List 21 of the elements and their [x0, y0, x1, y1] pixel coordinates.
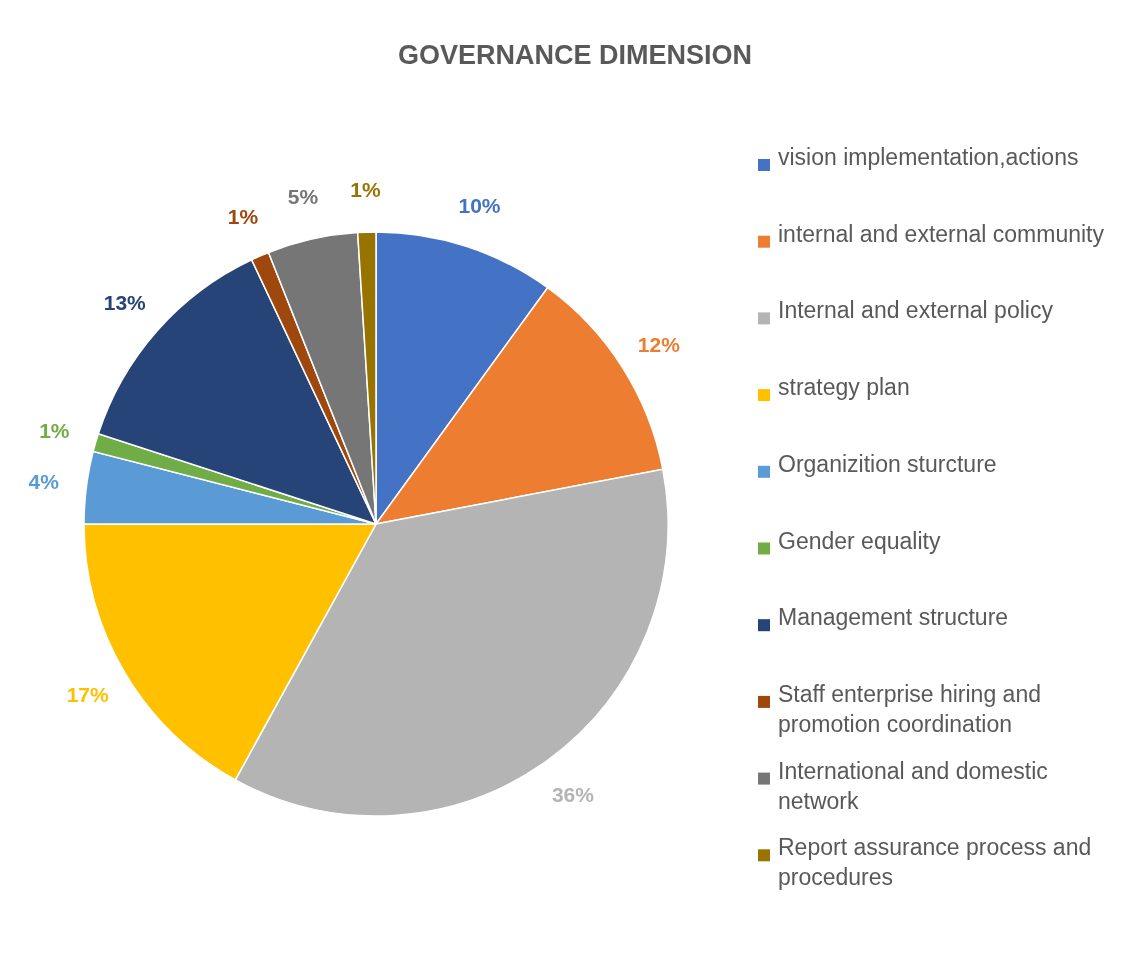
legend-label: Internal and external policy [778, 297, 1054, 324]
data-label: 13% [103, 290, 147, 314]
legend-label: vision implementation,actions [778, 144, 1079, 170]
legend-label: Management structure [778, 604, 1009, 631]
data-label: 1% [350, 177, 381, 201]
data-label: 5% [287, 185, 319, 209]
data-label: 1% [227, 204, 259, 228]
legend-label: internal and external community [778, 220, 1105, 247]
data-label: 1% [39, 418, 70, 442]
legend-label: strategy plan [778, 374, 910, 401]
data-label: 10% [458, 193, 501, 217]
legend-label: Gender equality [778, 527, 941, 554]
data-label: 17% [66, 682, 109, 706]
legend-label: Report assurance process and procedures [778, 834, 1092, 891]
data-label: 36% [551, 783, 595, 807]
legend-label: Organizition sturcture [778, 450, 997, 477]
data-label: 4% [28, 470, 60, 494]
legend-label: Staff enterprise hiring and promotion coordination [778, 680, 1041, 737]
chart-title: GOVERNANCE DIMENSION [397, 40, 753, 70]
legend-label: International and domestic network [778, 757, 1048, 814]
data-label: 12% [637, 332, 681, 356]
